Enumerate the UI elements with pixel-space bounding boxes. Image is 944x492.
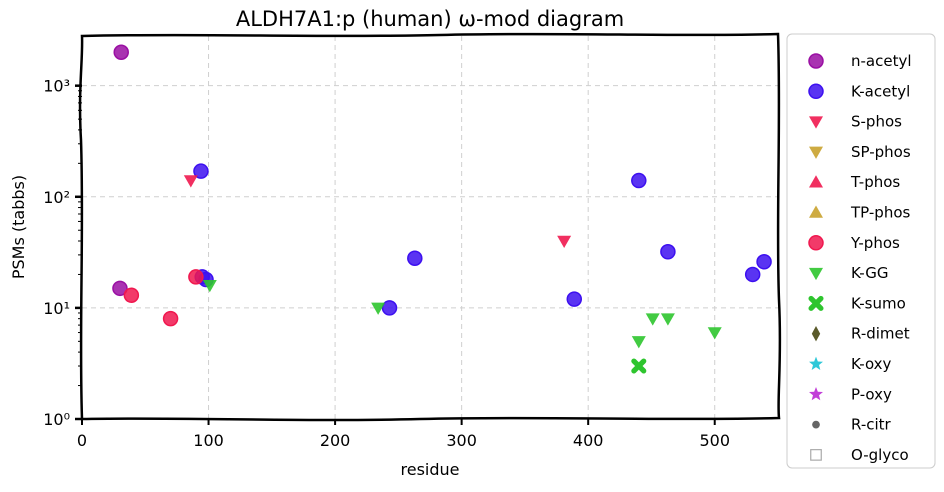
grid — [82, 36, 778, 419]
legend-label-n-acetyl: n-acetyl — [851, 52, 912, 70]
data-point-k-gg — [707, 327, 722, 340]
data-point-k-gg — [371, 302, 386, 315]
data-point-s-phos — [557, 235, 572, 249]
legend: n-acetyl K-acetyl S-phos SP-phos T-phos TP-ph… — [786, 33, 936, 469]
x-tick-label: 200 — [320, 431, 351, 450]
legend-label-tp-phos: TP-phos — [850, 204, 910, 222]
legend-marker-o-glyco — [810, 449, 822, 461]
x-tick-label: 300 — [446, 431, 477, 450]
legend-label-t-phos: T-phos — [850, 173, 900, 191]
data-point-k-gg — [660, 313, 675, 326]
legend-box — [786, 33, 936, 469]
legend-marker-y-phos — [808, 235, 824, 251]
legend-marker-s-phos — [809, 116, 823, 129]
data-point-y-phos — [162, 310, 179, 327]
x-tick-label: 500 — [699, 431, 730, 450]
x-tick-label: 0 — [77, 431, 87, 450]
data-point-n-acetyl — [113, 44, 129, 60]
legend-label-y-phos: Y-phos — [850, 234, 900, 252]
legend-marker-k-gg — [809, 267, 823, 281]
legend-marker-k-sumo — [808, 295, 824, 311]
legend-label-p-oxy: P-oxy — [851, 385, 892, 403]
y-tick-label: 10¹ — [43, 299, 70, 318]
y-axis-label: PSMs (tabbs) — [9, 175, 28, 279]
legend-label-k-gg: K-GG — [851, 264, 888, 282]
data-point-s-phos — [183, 175, 198, 188]
y-tick-label: 10² — [43, 188, 70, 207]
legend-label-o-glyco: O-glyco — [851, 446, 909, 464]
data-point-k-acetyl — [407, 250, 423, 266]
data-point-k-gg — [631, 336, 646, 349]
data-point-k-gg — [645, 313, 660, 326]
legend-label-k-oxy: K-oxy — [851, 355, 892, 373]
legend-marker-p-oxy — [809, 386, 823, 401]
y-tick-label: 10³ — [43, 77, 70, 96]
data-point-y-phos — [188, 269, 204, 285]
chart-title: ALDH7A1:p (human) ω-mod diagram — [236, 7, 624, 31]
data-point-n-acetyl — [112, 280, 128, 297]
legend-marker-r-citr — [812, 420, 820, 429]
data-point-k-acetyl — [193, 163, 209, 179]
x-tick-label: 400 — [573, 431, 604, 450]
data-point-k-acetyl — [566, 291, 583, 307]
data-point-k-acetyl — [631, 172, 647, 189]
legend-label-r-dimet: R-dimet — [851, 325, 910, 343]
legend-marker-r-dimet — [811, 326, 821, 342]
data-point-k-gg — [202, 279, 217, 293]
data-point-y-phos — [123, 287, 140, 303]
data-point-k-acetyl — [744, 266, 761, 283]
legend-marker-sp-phos — [809, 146, 823, 159]
legend-label-s-phos: S-phos — [851, 113, 902, 131]
legend-label-k-sumo: K-sumo — [851, 294, 906, 312]
x-axis-label: residue — [401, 460, 460, 479]
axis-ticks: 0 100 200 300 400 500 10⁰ 10¹ 10² 10³ — [43, 77, 730, 450]
legend-marker-k-oxy — [809, 356, 823, 370]
legend-marker-k-acetyl — [808, 83, 824, 100]
data-point-k-acetyl — [660, 244, 676, 260]
legend-marker-tp-phos — [809, 205, 823, 218]
data-point-k-sumo — [631, 358, 647, 374]
legend-label-r-citr: R-citr — [851, 416, 892, 434]
data-point-k-acetyl — [381, 300, 398, 316]
x-tick-label: 100 — [193, 431, 224, 450]
data-points — [112, 44, 772, 374]
data-point-k-acetyl — [756, 254, 772, 270]
y-tick-label: 10⁰ — [43, 410, 70, 429]
legend-marker-t-phos — [809, 175, 823, 188]
legend-label-sp-phos: SP-phos — [851, 143, 911, 161]
legend-label-k-acetyl: K-acetyl — [851, 82, 910, 100]
plot-frame — [78, 32, 782, 422]
legend-marker-n-acetyl — [808, 53, 824, 69]
